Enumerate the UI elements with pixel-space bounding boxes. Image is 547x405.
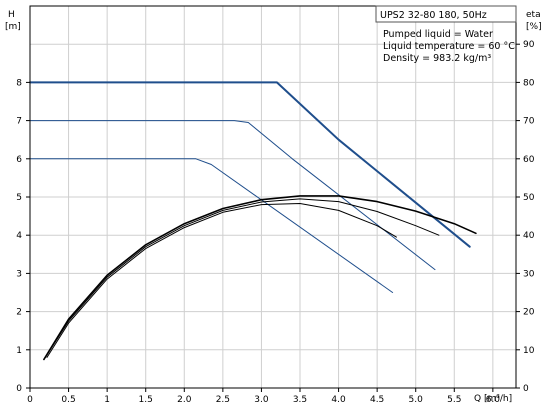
- y-right-tick-label: 90: [523, 40, 535, 50]
- y-right-tick-label: 80: [523, 78, 535, 88]
- y-right-tick-label: 50: [523, 193, 535, 203]
- x-axis-label: Q [m³/h]: [474, 394, 512, 404]
- x-tick-label: 2.5: [216, 395, 230, 405]
- x-tick-label: 4.0: [331, 395, 346, 405]
- title-box: [375, 5, 517, 23]
- x-tick-label: 3.5: [293, 395, 307, 405]
- plot-frame: [26, 5, 520, 392]
- x-tick-label: 1: [104, 395, 110, 405]
- x-tick-label: 5.0: [409, 395, 424, 405]
- x-tick-label: 1.5: [139, 395, 153, 405]
- head-curve-2: [29, 158, 394, 293]
- y-left-tick-label: 7: [16, 117, 22, 127]
- y-right-tick-label: 70: [523, 117, 535, 127]
- chart-title: UPS2 32-80 180, 50Hz: [380, 10, 487, 21]
- efficiency-curve-4: [44, 198, 440, 358]
- y-left-tick-label: 5: [16, 193, 22, 203]
- x-tick-label: 6.0: [486, 395, 501, 405]
- head-curve-1: [29, 120, 436, 271]
- efficiency-curve-5: [46, 203, 397, 358]
- y-left-tick-label: 8: [16, 78, 22, 88]
- x-tick-label: 4.5: [370, 395, 384, 405]
- efficiency-curve-3: [43, 195, 477, 361]
- y-right-tick-label: 60: [523, 155, 535, 165]
- y-right-tick-label: 40: [523, 231, 535, 241]
- x-tick-label: 0.5: [61, 395, 75, 405]
- y-right-tick-label: 0: [523, 384, 529, 394]
- y-right-unit: [%]: [526, 22, 542, 32]
- y-left-tick-label: 2: [16, 308, 22, 318]
- head-curve-0: [29, 81, 471, 248]
- info-line-temperature: Liquid temperature = 60 °C: [383, 41, 515, 52]
- y-right-tick-label: 30: [523, 269, 535, 279]
- y-left-unit: [m]: [5, 22, 21, 32]
- info-line-liquid: Pumped liquid = Water: [383, 29, 493, 40]
- info-line-density: Density = 983.2 kg/m³: [383, 53, 491, 64]
- y-right-tick-label: 20: [523, 308, 535, 318]
- y-left-tick-label: 0: [16, 384, 22, 394]
- y-left-tick-label: 6: [16, 155, 22, 165]
- x-tick-label: 2.0: [177, 395, 192, 405]
- plot-border: [29, 5, 517, 389]
- x-tick-label: 3.0: [254, 395, 269, 405]
- y-left-tick-label: 3: [16, 269, 22, 279]
- tick-labels: 0 0.5 1 1.5 2.0 2.5 3.0 3.5 4.0 4.5 5.0 5.5 6.0 0 1 2 3 4…: [16, 40, 534, 405]
- y-left-tick-label: 1: [16, 346, 22, 356]
- x-tick-label: 0: [27, 395, 33, 405]
- y-right-label: eta: [526, 10, 541, 20]
- curves: [29, 81, 477, 361]
- y-left-tick-label: 4: [16, 231, 22, 241]
- y-right-tick-label: 10: [523, 346, 535, 356]
- x-tick-label: 5.5: [447, 395, 461, 405]
- y-left-label: H: [8, 10, 15, 20]
